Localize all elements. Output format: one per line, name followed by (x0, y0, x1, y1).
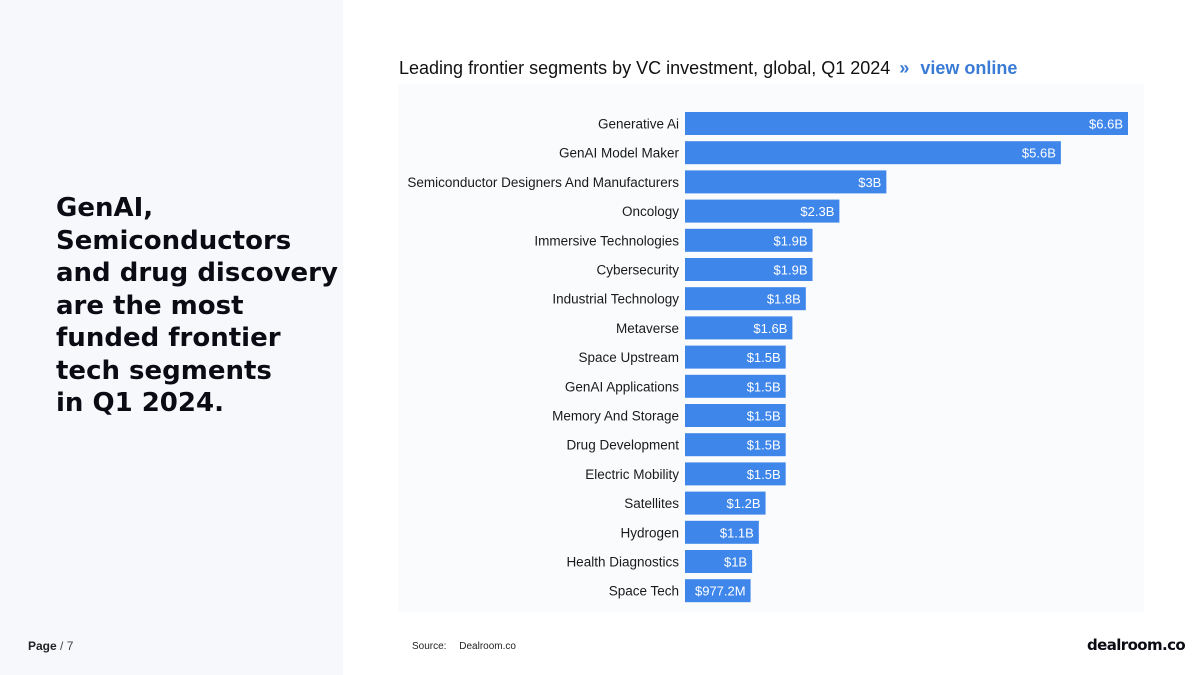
headline-line: Semiconductors (56, 225, 292, 256)
category-label: Drug Development (566, 438, 679, 453)
value-label: $1.5B (747, 467, 781, 482)
bar (685, 316, 793, 340)
headline-line: and drug discovery (56, 258, 338, 288)
bar (685, 228, 813, 252)
bar (685, 433, 786, 457)
value-label: $977.2M (695, 584, 746, 599)
bar (685, 287, 806, 311)
bar (685, 345, 786, 369)
category-label: Space Tech (609, 584, 679, 599)
value-label: $1.5B (747, 350, 781, 365)
category-label: Hydrogen (620, 525, 679, 540)
value-label: $1.6B (753, 321, 787, 336)
bar (685, 550, 753, 573)
bar (685, 258, 813, 281)
headline-line: tech segments (56, 355, 272, 386)
category-label: GenAI Model Maker (559, 146, 680, 161)
value-label: $1.5B (747, 409, 781, 424)
category-label: Oncology (622, 204, 679, 219)
category-label: GenAI Applications (565, 379, 679, 394)
headline: GenAI, Semiconductors and drug discovery… (56, 192, 338, 420)
bar (685, 520, 759, 544)
bar (685, 404, 786, 427)
category-label: Health Diagnostics (566, 555, 679, 570)
category-label: Memory And Storage (552, 409, 679, 424)
chart-title-text: Leading frontier segments by VC investme… (399, 58, 891, 78)
bar (685, 112, 1128, 135)
value-label: $1.9B (774, 263, 808, 278)
source-value: Dealroom.co (459, 641, 516, 652)
page-label: Page (28, 639, 57, 653)
bar (685, 374, 786, 398)
value-label: $1.2B (727, 496, 761, 511)
bar (685, 199, 840, 223)
chart-title: Leading frontier segments by VC investme… (399, 58, 1017, 79)
category-label: Satellites (624, 496, 679, 511)
link-separator: » (899, 58, 910, 78)
value-label: $1.5B (747, 379, 781, 394)
value-label: $5.6B (1022, 146, 1056, 161)
category-label: Space Upstream (578, 350, 679, 365)
value-label: $1.9B (774, 233, 808, 248)
value-label: $2.3B (800, 204, 834, 219)
category-label: Semiconductor Designers And Manufacturer… (407, 175, 679, 190)
category-label: Immersive Technologies (534, 233, 679, 248)
category-label: Electric Mobility (585, 467, 679, 482)
value-label: $1.1B (720, 525, 754, 540)
bar (685, 170, 887, 194)
category-label: Metaverse (616, 321, 679, 336)
bar (685, 491, 766, 515)
headline-line: are the most (56, 290, 244, 321)
page-number: Page / 7 (28, 639, 73, 653)
value-label: $6.6B (1089, 117, 1123, 132)
value-label: $1.8B (767, 292, 801, 307)
category-label: Industrial Technology (552, 292, 679, 307)
category-label: Generative Ai (598, 117, 679, 132)
source-note: Source: Dealroom.co (412, 641, 516, 652)
bar (685, 579, 751, 603)
category-label: Cybersecurity (596, 263, 679, 278)
left-panel (0, 0, 343, 675)
view-online-link[interactable]: view online (920, 58, 1018, 78)
source-label: Source: (412, 641, 447, 652)
headline-line: in Q1 2024. (56, 388, 224, 418)
bar (685, 462, 786, 486)
value-label: $1B (724, 555, 747, 570)
value-label: $3B (858, 175, 881, 190)
headline-line: GenAI, (56, 193, 154, 223)
dealroom-logo: dealroom.co (1087, 636, 1186, 654)
value-label: $1.5B (747, 438, 781, 453)
page-count: / 7 (60, 639, 74, 653)
bar (685, 141, 1061, 165)
headline-line: funded frontier (56, 323, 281, 353)
